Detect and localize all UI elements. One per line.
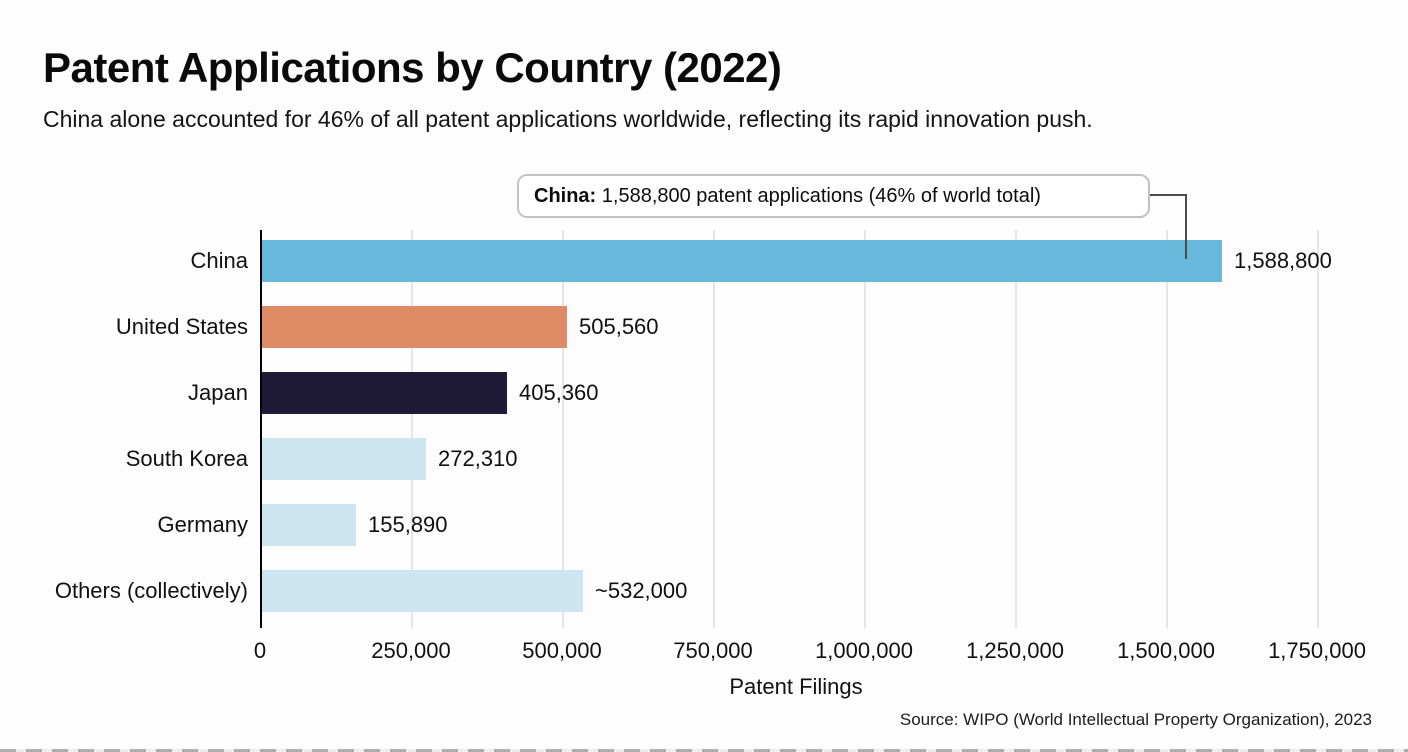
plot-area [260, 230, 1345, 628]
value-label: 155,890 [368, 512, 448, 537]
x-tick-label: 250,000 [371, 638, 451, 663]
annotation-text: 1,588,800 patent applications (46% of wo… [596, 184, 1041, 207]
category-label: Others (collectively) [54, 578, 248, 603]
gridline-1,750,000 [1317, 230, 1319, 628]
x-tick-label: 500,000 [522, 638, 602, 663]
gridline-250,000 [411, 230, 413, 628]
x-tick-label: 1,250,000 [966, 638, 1064, 663]
gridline-1,500,000 [1166, 230, 1168, 628]
bar-germany [262, 504, 356, 546]
category-label: Japan [188, 380, 248, 405]
gridline-750,000 [713, 230, 715, 628]
category-label: United States [115, 314, 248, 339]
x-tick-label: 1,000,000 [815, 638, 913, 663]
value-label: 405,360 [519, 380, 599, 405]
annotation-connector-horizontal [1150, 194, 1187, 196]
gridline-1,000,000 [864, 230, 866, 628]
value-label: 272,310 [438, 446, 518, 471]
gridline-1,250,000 [1015, 230, 1017, 628]
x-tick-label: 0 [253, 638, 267, 663]
screen-edge-artifact [0, 749, 1408, 752]
value-label: 505,560 [579, 314, 659, 339]
value-label: 1,588,800 [1234, 248, 1332, 273]
category-label: South Korea [125, 446, 248, 471]
value-label: ~532,000 [595, 578, 688, 603]
category-label: China [190, 248, 248, 273]
annotation-callout: China: 1,588,800 patent applications (46… [517, 174, 1150, 218]
bar-japan [262, 372, 507, 414]
x-tick-label: 750,000 [673, 638, 753, 663]
x-tick-label: 1,750,000 [1268, 638, 1366, 663]
y-axis-line [260, 230, 262, 628]
category-label: Germany [157, 512, 248, 537]
gridline-500,000 [562, 230, 564, 628]
x-axis-title: Patent Filings [729, 674, 863, 699]
bar-south-korea [262, 438, 426, 480]
chart-subtitle: China alone accounted for 46% of all pat… [43, 106, 1093, 132]
annotation-country-label: China: [534, 184, 597, 207]
bar-united-states [262, 306, 567, 348]
bar-others-collectively [262, 570, 583, 612]
x-tick-label: 1,500,000 [1117, 638, 1215, 663]
source-note: Source: WIPO (World Intellectual Propert… [899, 710, 1372, 729]
annotation-connector-vertical [1185, 194, 1187, 259]
bar-china [262, 240, 1222, 282]
chart-title: Patent Applications by Country (2022) [43, 44, 782, 91]
